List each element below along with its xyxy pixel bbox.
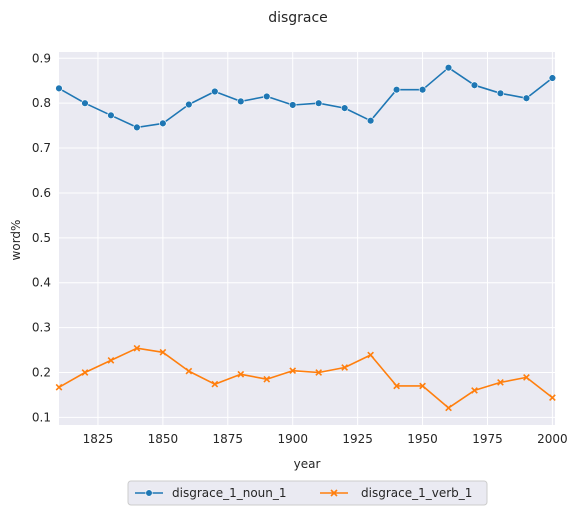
series-2-point	[445, 404, 452, 412]
series-1-point	[444, 64, 453, 72]
series-2-point	[159, 348, 167, 356]
chart-title: disgrace	[268, 10, 328, 26]
series-2-point	[315, 369, 323, 376]
legend-label-verb: disgrace_1_verb_1	[361, 486, 472, 500]
plot-area	[59, 52, 555, 425]
x-tick-label: 1950	[407, 432, 438, 446]
series-2-point	[341, 364, 349, 371]
series-2-point	[263, 375, 271, 383]
series-1-point	[107, 111, 115, 119]
grid	[59, 52, 555, 425]
legend-entry-noun: disgrace_1_noun_1	[135, 486, 287, 500]
legend-marker-verb	[330, 489, 338, 497]
x-tick-label: 1975	[472, 432, 503, 446]
series-2-point	[367, 351, 374, 359]
series-2-point	[237, 370, 245, 378]
legend-box	[127, 480, 488, 506]
y-tick-label: 0.5	[32, 231, 51, 245]
series-2-point	[497, 378, 504, 386]
series-1-point	[522, 94, 531, 102]
series-1-point	[470, 81, 479, 89]
y-tick-label: 0.7	[32, 141, 51, 155]
series-1-point	[418, 86, 427, 94]
x-tick-label: 2000	[537, 432, 568, 446]
series-1-point	[314, 99, 323, 107]
series-line-1	[58, 66, 553, 129]
series-1-point	[185, 100, 193, 109]
y-tick-label: 0.3	[32, 321, 51, 335]
series-1-point	[159, 119, 167, 128]
x-tick-label: 1875	[213, 432, 244, 446]
series-1-point	[289, 101, 297, 109]
y-tick-label: 0.4	[32, 276, 51, 290]
series-1-point	[548, 74, 557, 82]
series-2-point	[81, 369, 89, 376]
legend-label-noun: disgrace_1_noun_1	[172, 486, 287, 500]
series-1-point	[340, 104, 349, 112]
series-1-point	[392, 86, 401, 94]
x-tick-label: 1900	[277, 432, 308, 446]
y-tick-label: 0.1	[32, 410, 51, 424]
y-tick-label: 0.2	[32, 365, 51, 379]
series-2-point	[549, 394, 556, 401]
x-axis-label: year	[294, 457, 321, 471]
series-2-point	[55, 383, 63, 391]
series-1-point	[211, 87, 219, 96]
legend-entry-verb: disgrace_1_verb_1	[320, 486, 472, 500]
series-1-point	[237, 97, 245, 106]
series-2-point	[133, 344, 141, 352]
series-1-point	[55, 84, 63, 93]
x-tick-label: 1850	[148, 432, 179, 446]
x-axis-ticks: 1825 1850 1875 1900 1925 1950 1975 2000	[83, 432, 568, 446]
x-tick-label: 1825	[83, 432, 114, 446]
y-axis-ticks: 0.1 0.2 0.3 0.4 0.5 0.6 0.7 0.8 0.9	[32, 51, 51, 424]
series-2-point	[211, 380, 219, 388]
y-tick-label: 0.8	[32, 96, 51, 110]
series-lines	[58, 66, 553, 409]
y-tick-label: 0.6	[32, 186, 51, 200]
series-1-point	[366, 116, 375, 125]
series-2-point	[393, 382, 400, 390]
series-2-point	[107, 356, 115, 364]
legend-marker-noun	[145, 489, 153, 497]
series-markers	[55, 64, 557, 412]
series-2-point	[185, 367, 193, 375]
series-line-2	[58, 347, 553, 409]
series-2-point	[471, 387, 478, 394]
series-1-point	[263, 92, 271, 101]
series-2-point	[523, 374, 530, 381]
x-tick-label: 1925	[342, 432, 373, 446]
y-axis-label: word%	[9, 220, 23, 261]
y-tick-label: 0.9	[32, 51, 51, 65]
series-2-point	[289, 367, 297, 375]
series-1-point	[496, 89, 505, 97]
series-1-point	[81, 99, 89, 107]
series-2-point	[419, 382, 426, 390]
legend: disgrace_1_noun_1 disgrace_1_verb_1	[127, 480, 488, 506]
series-1-point	[133, 123, 141, 132]
